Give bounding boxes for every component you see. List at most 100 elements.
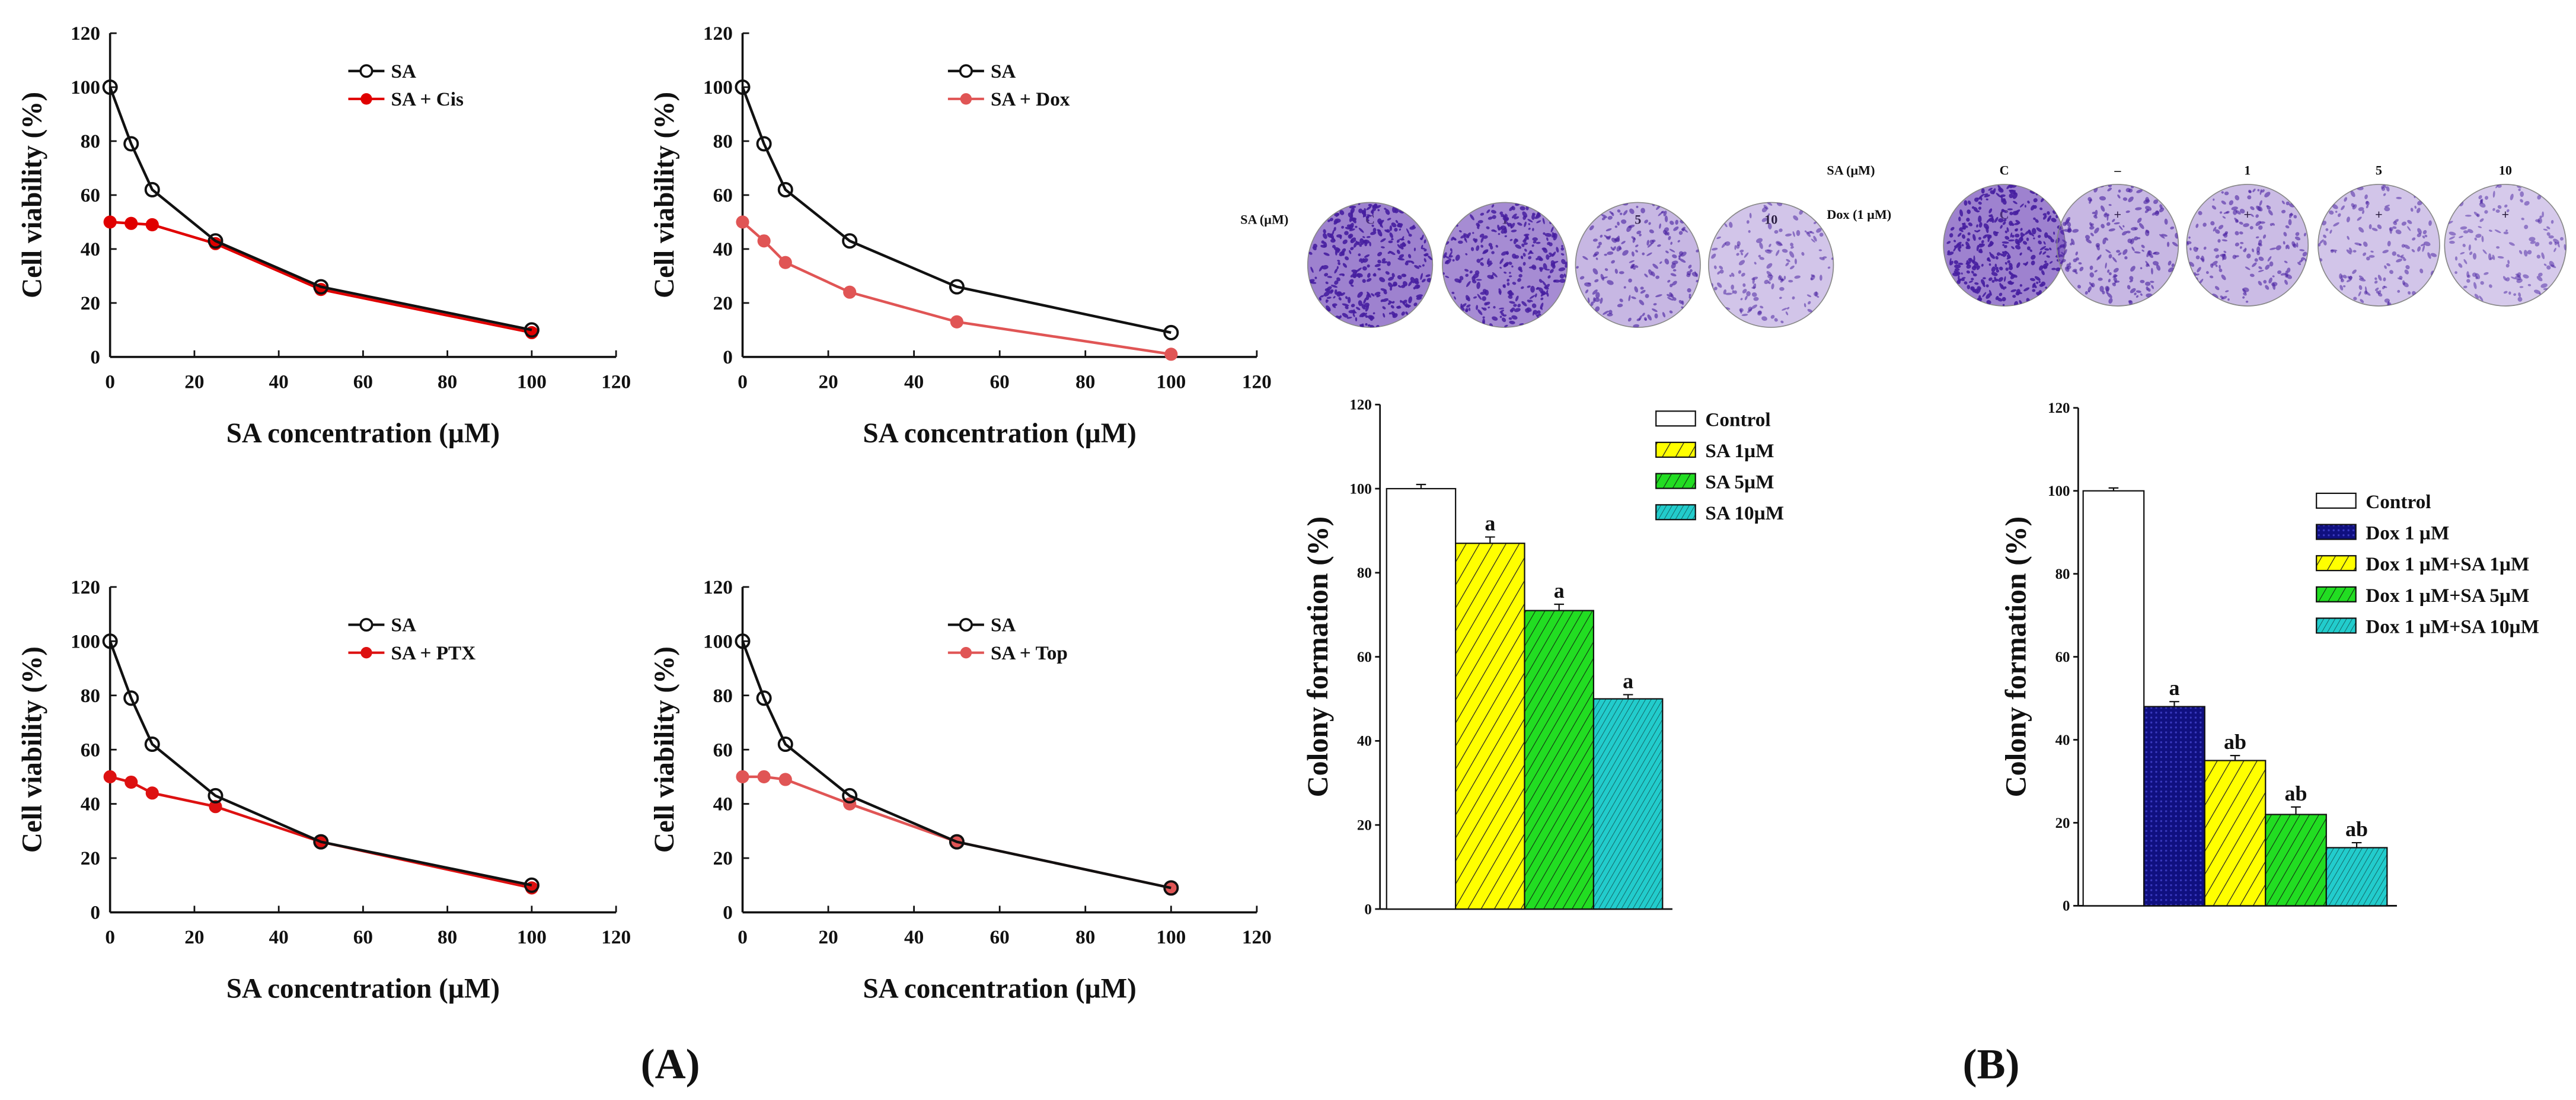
colony xyxy=(1788,279,1793,283)
colony xyxy=(1339,234,1342,240)
colony xyxy=(1608,310,1613,314)
colony xyxy=(1626,225,1632,232)
colony xyxy=(1734,245,1737,250)
colony xyxy=(1479,257,1484,261)
colony xyxy=(1628,278,1632,283)
colony xyxy=(2002,221,2006,225)
y-axis-label: Cell viability (%) xyxy=(17,92,47,298)
colony xyxy=(1540,292,1544,297)
colony xyxy=(1822,256,1827,259)
colony xyxy=(1751,276,1758,280)
bar-4 xyxy=(2265,814,2327,907)
colony xyxy=(2134,292,2137,295)
colony xyxy=(1538,279,1543,283)
colony xyxy=(1622,250,1629,256)
colony xyxy=(2002,296,2006,302)
colony xyxy=(2129,279,2133,283)
colonies xyxy=(2447,184,2567,302)
y-tick-label: 120 xyxy=(1349,397,1371,413)
colony xyxy=(1372,273,1376,277)
colony xyxy=(1982,277,1986,280)
colony-plate xyxy=(2186,184,2309,307)
colony xyxy=(1396,305,1402,309)
colony xyxy=(2549,261,2555,267)
colony xyxy=(2540,283,2548,288)
colony xyxy=(1330,238,1336,243)
colony xyxy=(1522,253,1526,257)
colony xyxy=(2467,275,2471,278)
colony xyxy=(2140,293,2143,296)
colony xyxy=(1534,293,1537,298)
colony xyxy=(1806,231,1811,237)
colony xyxy=(1741,314,1748,316)
colony xyxy=(1613,246,1616,251)
colony xyxy=(2013,275,2018,278)
colony xyxy=(1679,258,1686,263)
colony xyxy=(2172,241,2178,247)
colony xyxy=(2012,192,2018,199)
colony xyxy=(2010,232,2013,238)
colony xyxy=(2188,236,2191,239)
x-tick-label: 60 xyxy=(990,926,1010,948)
y-tick-label: 100 xyxy=(703,630,733,652)
data-point xyxy=(313,279,329,295)
colony xyxy=(2284,279,2288,285)
colony xyxy=(1471,279,1477,283)
colony xyxy=(2023,287,2030,292)
colony xyxy=(1367,219,1370,222)
colony xyxy=(1358,208,1363,213)
x-axis-label: SA concentration (µM) xyxy=(226,418,500,449)
colony xyxy=(1416,294,1423,298)
x-tick-label: 80 xyxy=(1075,371,1095,393)
colony xyxy=(1804,230,1807,232)
colony xyxy=(1631,296,1636,299)
colony xyxy=(2529,237,2536,242)
colony xyxy=(1667,231,1670,236)
colony xyxy=(1776,241,1782,247)
colony xyxy=(1498,226,1503,231)
colony xyxy=(1532,237,1538,241)
colony xyxy=(2300,257,2304,261)
colony xyxy=(2321,221,2327,226)
colony xyxy=(1359,238,1365,245)
colony xyxy=(2145,281,2151,286)
data-point xyxy=(208,787,224,804)
y-tick-label: 100 xyxy=(71,630,100,652)
colony xyxy=(1629,208,1635,214)
colony xyxy=(1381,258,1386,262)
colony xyxy=(2549,241,2553,245)
colony xyxy=(2058,227,2062,231)
colony xyxy=(1547,241,1550,245)
colony xyxy=(1504,324,1508,327)
legend-marker xyxy=(959,64,973,78)
colony xyxy=(2277,270,2282,275)
colony xyxy=(1509,301,1515,304)
colony xyxy=(2497,205,2502,209)
colony xyxy=(2397,278,2402,280)
colony xyxy=(1466,280,1471,288)
colony xyxy=(2222,216,2226,219)
legend-label: SA + Dox xyxy=(991,88,1070,110)
colony xyxy=(1631,251,1635,257)
colony xyxy=(2539,215,2543,219)
colony xyxy=(1774,318,1778,322)
colony xyxy=(2335,211,2338,213)
colony xyxy=(1737,241,1741,246)
colony xyxy=(2389,228,2392,234)
colony xyxy=(2259,189,2262,195)
colony xyxy=(2258,280,2262,286)
colony xyxy=(1454,278,1461,283)
colony xyxy=(1675,219,1678,225)
colony xyxy=(2101,205,2105,212)
colony xyxy=(1785,262,1789,267)
data-point xyxy=(778,256,792,269)
y-tick-label: 40 xyxy=(81,238,100,260)
colony xyxy=(1332,245,1336,248)
colony xyxy=(1514,216,1520,219)
colony xyxy=(2044,248,2050,251)
colony xyxy=(1725,307,1731,310)
colony xyxy=(2503,291,2508,294)
colony xyxy=(1645,294,1649,298)
colony xyxy=(2135,207,2142,211)
colony xyxy=(2087,197,2092,202)
